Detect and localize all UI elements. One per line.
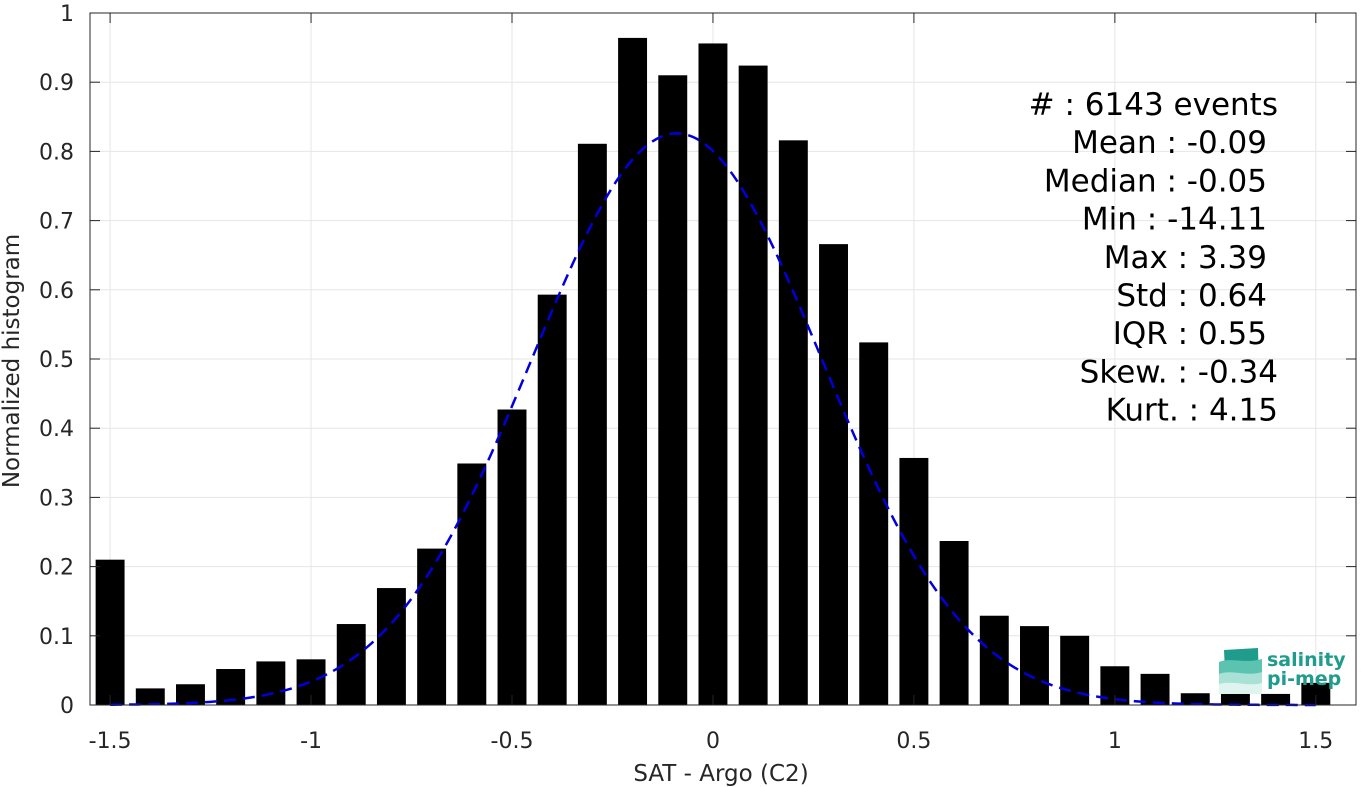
histogram-bar	[1261, 693, 1291, 705]
stat-line: Kurt. : 4.15	[1106, 393, 1278, 429]
y-axis-label: Normalized histogram	[0, 234, 25, 488]
stat-line: Mean : -0.09	[1072, 125, 1267, 161]
histogram-bar	[1301, 682, 1331, 705]
y-tick-label: 0	[60, 694, 74, 719]
stat-line: # : 6143 events	[1029, 87, 1278, 123]
histogram-bar	[1180, 693, 1210, 705]
x-tick-label: 0.5	[896, 729, 931, 754]
histogram-bar	[537, 294, 567, 705]
histogram-bar	[457, 463, 487, 705]
histogram-bar	[135, 688, 165, 705]
y-axis-ticks: 0 0.1 0.2 0.3 0.4 0.5 0.6 0.7 0.8 0.9 1	[39, 2, 1356, 719]
histogram-bar	[658, 75, 688, 705]
x-axis-label: SAT - Argo (C2)	[633, 761, 808, 787]
x-tick-label: 1.5	[1298, 729, 1333, 754]
histogram-bar	[778, 140, 808, 705]
y-tick-label: 0.4	[39, 417, 74, 442]
stat-line: Std : 0.64	[1116, 278, 1267, 314]
histogram-bar	[336, 624, 366, 705]
y-tick-label: 0.2	[39, 556, 74, 581]
histogram-bar	[618, 37, 648, 706]
wave-logo-icon	[1219, 648, 1262, 694]
histogram-bar	[899, 457, 929, 705]
histogram-bar	[698, 43, 728, 705]
histogram-bar	[738, 65, 768, 706]
y-tick-label: 0.1	[39, 625, 74, 650]
stat-line: Min : -14.11	[1082, 202, 1267, 238]
stat-line: Max : 3.39	[1104, 240, 1267, 276]
histogram-bar	[1220, 693, 1250, 705]
histogram-bar	[1140, 673, 1170, 705]
logo-text-line1: salinity	[1267, 649, 1346, 671]
histogram-bar	[256, 661, 286, 705]
y-tick-label: 0.7	[39, 210, 74, 235]
histogram-bar	[577, 143, 607, 706]
histogram-bar	[497, 409, 527, 705]
gaussian-fit-curve	[110, 132, 1316, 707]
histogram-bar	[176, 684, 205, 705]
histogram-bar	[1020, 626, 1049, 705]
y-tick-label: 1	[60, 2, 74, 27]
x-tick-label: -0.5	[491, 729, 534, 754]
stat-line: Median : -0.05	[1044, 163, 1267, 199]
y-tick-label: 0.6	[39, 279, 74, 304]
stat-line: Skew. : -0.34	[1080, 354, 1278, 390]
x-tick-label: -1	[300, 729, 322, 754]
histogram-bar	[859, 342, 889, 705]
histogram-bar	[376, 588, 406, 705]
x-tick-label: 1	[1108, 729, 1122, 754]
histogram-bar	[979, 615, 1009, 705]
x-tick-label: 0	[706, 729, 720, 754]
histogram-bar	[939, 540, 969, 705]
histogram-bar	[417, 548, 447, 705]
histogram-bar	[819, 244, 848, 706]
y-tick-label: 0.5	[39, 348, 74, 373]
logo-text-line2: pi-mep	[1267, 668, 1341, 690]
histogram-bars	[95, 37, 1331, 706]
x-axis-ticks: -1.5 -1 -0.5 0 0.5 1 1.5	[89, 13, 1333, 754]
x-tick-label: -1.5	[89, 729, 132, 754]
histogram-bar	[95, 559, 125, 705]
salinity-pi-mep-logo: salinity pi-mep	[1219, 648, 1346, 694]
stat-line: IQR : 0.55	[1113, 316, 1267, 352]
y-tick-label: 0.9	[39, 71, 74, 96]
y-tick-label: 0.3	[39, 486, 74, 511]
y-tick-label: 0.8	[39, 140, 74, 165]
